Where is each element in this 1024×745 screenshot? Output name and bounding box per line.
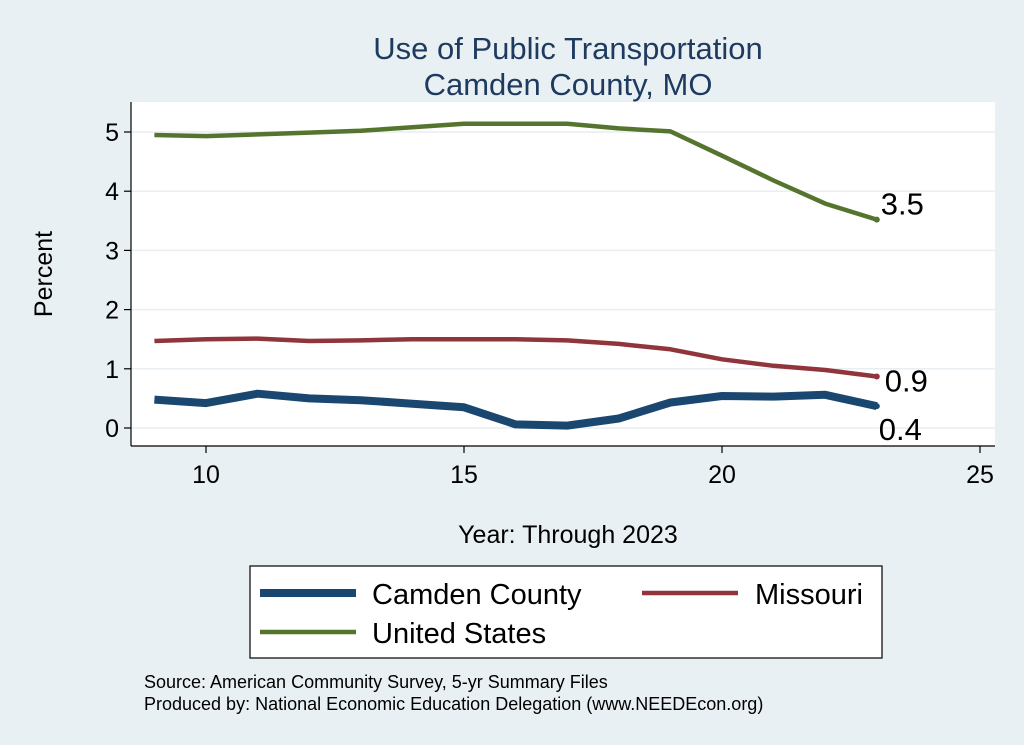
producer-note: Produced by: National Economic Education… <box>144 694 763 714</box>
y-tick-label: 3 <box>105 237 119 265</box>
legend-label: Missouri <box>755 579 863 611</box>
y-tick-label: 1 <box>105 356 119 384</box>
series-lines <box>154 121 880 430</box>
y-tick-label: 5 <box>105 119 119 147</box>
end-value-label: 0.4 <box>879 412 922 447</box>
series-line-missouri <box>154 336 878 379</box>
end-value-label: 0.9 <box>885 363 928 398</box>
x-axis-title: Year: Through 2023 <box>458 521 678 549</box>
legend-box <box>249 565 883 659</box>
series-line-camden-county <box>154 389 878 430</box>
axis-ticks: 0 1 2 3 4 5 10 15 20 25 <box>105 119 994 489</box>
y-tick-label: 0 <box>105 415 119 443</box>
series-end-point <box>873 403 880 410</box>
series-line-united-states <box>154 121 878 222</box>
grid-lines <box>131 131 995 429</box>
legend-label: Camden County <box>372 579 582 611</box>
legend-label: United States <box>372 618 546 650</box>
source-note: Source: American Community Survey, 5-yr … <box>144 672 608 692</box>
x-tick-label: 20 <box>708 461 736 489</box>
x-tick-label: 25 <box>966 461 994 489</box>
chart-title-line-2: Camden County, MO <box>424 67 713 102</box>
series-end-point <box>873 373 880 380</box>
plot-area <box>131 102 995 446</box>
x-tick-label: 10 <box>192 461 220 489</box>
series-end-point <box>873 216 880 223</box>
chart-title-line-1: Use of Public Transportation <box>373 31 762 66</box>
y-tick-label: 4 <box>105 178 119 206</box>
end-value-label: 3.5 <box>881 187 924 222</box>
y-axis-title: Percent <box>30 231 58 317</box>
x-tick-label: 15 <box>450 461 478 489</box>
legend: Camden County Missouri United States <box>260 579 863 650</box>
end-labels: 0.4 0.9 3.5 <box>879 187 928 447</box>
y-tick-label: 2 <box>105 297 119 325</box>
